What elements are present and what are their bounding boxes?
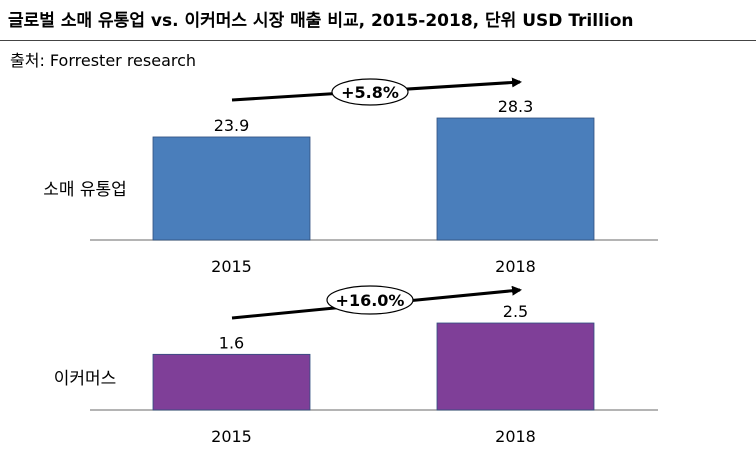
chart-title: 글로벌 소매 유통업 vs. 이커머스 시장 매출 비교, 2015-2018,… [8,11,634,31]
x-tick-label: 2018 [495,427,536,446]
series-label: 이커머스 [54,369,117,389]
data-label: 28.3 [498,97,534,116]
chart-panel-2: 이커머스 1.6 2015 2.5 2018 +16.0% [54,285,658,446]
bar-2018 [436,322,595,411]
chart-panel-1: 소매 유통업 23.9 2015 28.3 2018 +5.8% [43,77,658,276]
title-divider [0,40,756,41]
bar-2015 [152,136,311,241]
series-label: 소매 유통업 [43,180,127,200]
x-tick-label: 2018 [495,257,536,276]
x-tick-label: 2015 [211,257,252,276]
x-tick-label: 2015 [211,427,252,446]
source-note: 출처: Forrester research [10,51,197,70]
data-label: 23.9 [214,116,250,135]
growth-badge [331,78,409,106]
growth-badge [326,285,414,315]
growth-label: +5.8% [341,83,399,102]
bar-2018 [436,117,595,241]
bar-2015 [152,353,311,411]
growth-label: +16.0% [336,291,405,310]
data-label: 1.6 [219,333,244,352]
data-label: 2.5 [503,302,528,321]
